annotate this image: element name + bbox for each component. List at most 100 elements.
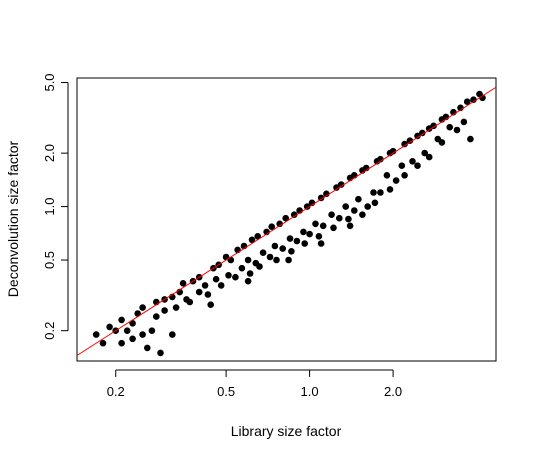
data-point	[467, 135, 474, 143]
data-point	[290, 211, 298, 218]
data-point	[370, 189, 377, 196]
data-point	[409, 158, 416, 165]
data-point	[169, 331, 176, 338]
data-point	[139, 304, 146, 311]
data-point	[421, 149, 429, 157]
data-point	[179, 280, 187, 287]
data-point	[92, 331, 100, 338]
data-point	[359, 211, 366, 218]
x-tick-label: 1.0	[301, 384, 319, 399]
data-point	[259, 249, 267, 256]
x-axis-label: Library size factor	[231, 423, 342, 439]
x-axis: 0.2 0.5 1.0 2.0	[107, 369, 402, 399]
data-point	[346, 222, 354, 230]
data-point	[172, 304, 180, 311]
data-point	[207, 301, 214, 309]
x-tick-label: 0.2	[107, 384, 125, 399]
data-point	[317, 194, 325, 202]
data-point	[195, 288, 203, 296]
data-point	[315, 233, 323, 240]
data-point	[285, 256, 292, 264]
data-point	[134, 310, 141, 317]
data-point	[323, 190, 330, 198]
y-tick-label: 0.2	[42, 322, 57, 340]
data-point	[266, 253, 274, 261]
data-point	[268, 223, 276, 230]
data-point	[99, 339, 107, 347]
data-point	[392, 177, 400, 184]
data-point	[212, 275, 220, 283]
data-point	[389, 147, 397, 155]
data-point	[301, 240, 309, 247]
data-point	[446, 123, 454, 131]
data-point	[401, 172, 408, 179]
y-tick-label: 0.5	[42, 251, 57, 269]
data-point	[201, 282, 209, 289]
data-point	[276, 220, 284, 228]
data-point	[317, 240, 325, 247]
data-point	[328, 211, 335, 218]
data-point	[337, 181, 345, 188]
data-point	[419, 129, 426, 137]
data-point	[336, 214, 343, 222]
data-point	[414, 162, 421, 169]
data-point	[306, 230, 313, 238]
identity-reference-line	[76, 86, 497, 356]
data-point	[453, 126, 461, 134]
data-point	[377, 155, 384, 163]
data-point	[303, 203, 311, 210]
data-point	[148, 327, 156, 335]
data-point	[479, 94, 486, 102]
data-point	[355, 195, 362, 203]
data-point	[312, 220, 319, 228]
data-point	[425, 153, 433, 161]
data-point	[217, 282, 225, 289]
data-point	[470, 96, 477, 103]
data-point	[430, 122, 437, 130]
data-point	[319, 222, 327, 230]
data-point	[398, 162, 406, 169]
data-point	[118, 316, 125, 324]
data-point	[288, 248, 295, 255]
data-point	[364, 203, 372, 210]
data-point	[118, 339, 125, 347]
data-point	[157, 349, 164, 357]
data-point	[106, 323, 113, 331]
data-point	[153, 313, 160, 320]
y-axis-label: Deconvolution size factor	[5, 140, 21, 297]
data-point	[227, 256, 235, 264]
data-point	[414, 132, 421, 140]
y-tick-label: 1.0	[42, 198, 57, 216]
data-point	[342, 203, 350, 210]
data-point	[279, 245, 287, 252]
y-tick-label: 2.0	[42, 144, 57, 162]
data-point	[139, 331, 146, 338]
data-point	[293, 237, 301, 245]
data-point	[232, 273, 239, 281]
data-point	[300, 228, 307, 236]
data-point	[351, 207, 358, 214]
data-point	[460, 118, 468, 126]
data-point	[225, 272, 232, 279]
x-tick-label: 0.5	[217, 384, 235, 399]
data-point	[345, 215, 352, 223]
plot-frame	[76, 77, 497, 362]
data-point	[204, 291, 212, 298]
data-point	[401, 140, 408, 148]
data-point	[371, 199, 379, 207]
x-tick-label: 2.0	[384, 384, 402, 399]
data-point	[123, 327, 131, 335]
data-point	[330, 224, 337, 232]
data-point	[333, 184, 340, 191]
data-point	[463, 98, 471, 105]
data-point	[286, 235, 294, 242]
data-point	[386, 186, 394, 193]
data-point	[406, 137, 414, 144]
data-point	[246, 270, 254, 277]
data-points	[92, 90, 486, 357]
data-point	[377, 189, 384, 196]
data-point	[144, 344, 151, 352]
data-point	[161, 307, 168, 314]
data-point	[256, 263, 263, 270]
